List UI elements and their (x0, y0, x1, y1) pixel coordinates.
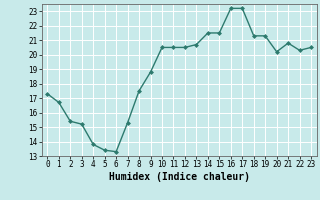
X-axis label: Humidex (Indice chaleur): Humidex (Indice chaleur) (109, 172, 250, 182)
